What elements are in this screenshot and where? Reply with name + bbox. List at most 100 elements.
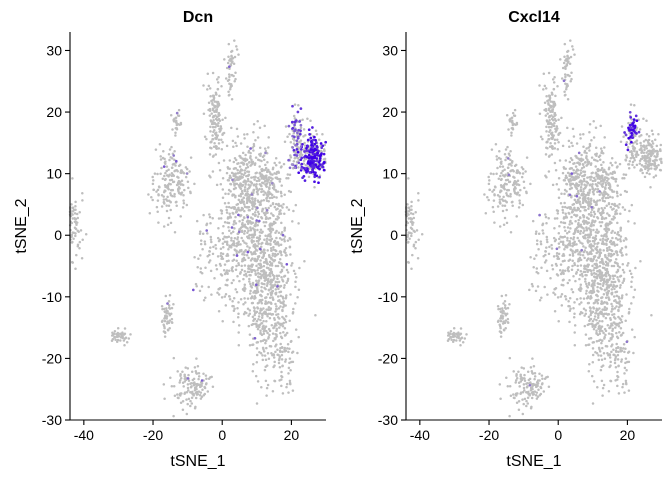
cell-point xyxy=(595,245,599,249)
cell-point xyxy=(605,204,608,207)
cell-point xyxy=(183,373,186,377)
cell-point xyxy=(179,215,182,218)
expressing-cell-point xyxy=(316,151,319,155)
cell-point xyxy=(163,189,166,192)
expressing-cell-point xyxy=(295,148,299,151)
cell-point xyxy=(255,323,258,326)
cell-point xyxy=(255,182,258,186)
cell-point xyxy=(259,276,263,280)
cell-point xyxy=(257,266,260,270)
cell-point xyxy=(535,242,539,246)
cell-point xyxy=(283,326,287,330)
cell-point xyxy=(592,193,596,196)
cell-point xyxy=(284,320,288,324)
cell-point xyxy=(201,388,204,392)
cell-point xyxy=(634,134,637,137)
cell-point xyxy=(208,213,211,216)
cell-point xyxy=(492,172,495,176)
cell-point xyxy=(616,232,619,236)
cell-point xyxy=(237,324,241,327)
cell-point xyxy=(153,172,157,175)
cell-point xyxy=(605,226,608,229)
cell-point xyxy=(505,376,508,379)
cell-point xyxy=(600,149,604,153)
cell-point xyxy=(572,169,575,172)
cell-point xyxy=(566,50,569,53)
cell-point xyxy=(199,242,203,246)
cell-point xyxy=(199,391,203,394)
cell-point xyxy=(511,123,515,127)
cell-point xyxy=(582,132,585,136)
cell-point xyxy=(249,155,252,158)
cell-point xyxy=(211,71,215,75)
cell-point xyxy=(609,379,612,383)
cell-point xyxy=(585,273,588,277)
cell-point xyxy=(638,128,642,131)
cell-point xyxy=(288,319,291,322)
cell-point xyxy=(458,339,462,342)
cell-point xyxy=(268,255,271,259)
cell-point xyxy=(612,280,615,284)
cell-point xyxy=(607,213,611,217)
cell-point xyxy=(571,45,574,48)
cell-point xyxy=(571,252,575,256)
cell-point xyxy=(261,256,264,259)
cell-point xyxy=(408,231,412,234)
cell-point xyxy=(234,77,237,81)
cell-point xyxy=(270,323,274,327)
cell-point xyxy=(527,392,530,396)
cell-point xyxy=(159,158,163,161)
cell-point xyxy=(558,246,561,249)
cell-point xyxy=(294,328,298,331)
cell-point xyxy=(178,181,181,185)
cell-point xyxy=(561,254,564,258)
cell-point xyxy=(292,142,296,145)
cell-point xyxy=(239,142,243,145)
cell-point xyxy=(247,151,250,154)
cell-point xyxy=(286,277,290,281)
cell-point xyxy=(566,61,570,64)
cell-point xyxy=(599,368,603,372)
cell-point xyxy=(582,297,586,300)
cell-point xyxy=(628,269,632,273)
cell-point xyxy=(182,172,186,175)
cell-point xyxy=(260,175,263,178)
cell-point xyxy=(503,304,507,307)
cell-point xyxy=(274,345,277,348)
cell-point xyxy=(634,266,637,270)
cell-point xyxy=(211,170,215,173)
cell-point xyxy=(502,223,506,227)
cell-point xyxy=(582,145,585,148)
cell-point xyxy=(236,135,240,138)
cell-point xyxy=(114,338,117,342)
expressing-cell-point xyxy=(312,159,316,163)
cell-point xyxy=(264,339,268,342)
cell-point xyxy=(599,310,602,314)
cell-point xyxy=(603,277,606,281)
cell-point xyxy=(587,207,590,210)
cell-point xyxy=(579,216,582,220)
cell-point xyxy=(546,375,549,379)
cell-point xyxy=(594,165,597,168)
cell-point xyxy=(571,254,575,257)
cell-point xyxy=(603,168,606,172)
cell-point xyxy=(170,145,173,149)
expressing-cell-point xyxy=(299,129,302,133)
cell-point xyxy=(505,208,508,212)
cell-point xyxy=(609,258,613,262)
cell-point xyxy=(580,159,583,163)
cell-point xyxy=(169,208,172,212)
cell-point xyxy=(552,81,556,84)
cell-point xyxy=(281,206,284,209)
cell-point xyxy=(588,122,592,126)
cell-point xyxy=(509,158,512,162)
cell-point xyxy=(508,356,512,360)
cell-point xyxy=(218,286,222,290)
cell-point xyxy=(417,199,420,202)
cell-point xyxy=(493,185,497,188)
cell-point xyxy=(258,234,262,238)
cell-point xyxy=(195,357,198,360)
cell-point xyxy=(254,156,258,159)
cell-point xyxy=(518,172,522,175)
cell-point xyxy=(571,244,574,248)
